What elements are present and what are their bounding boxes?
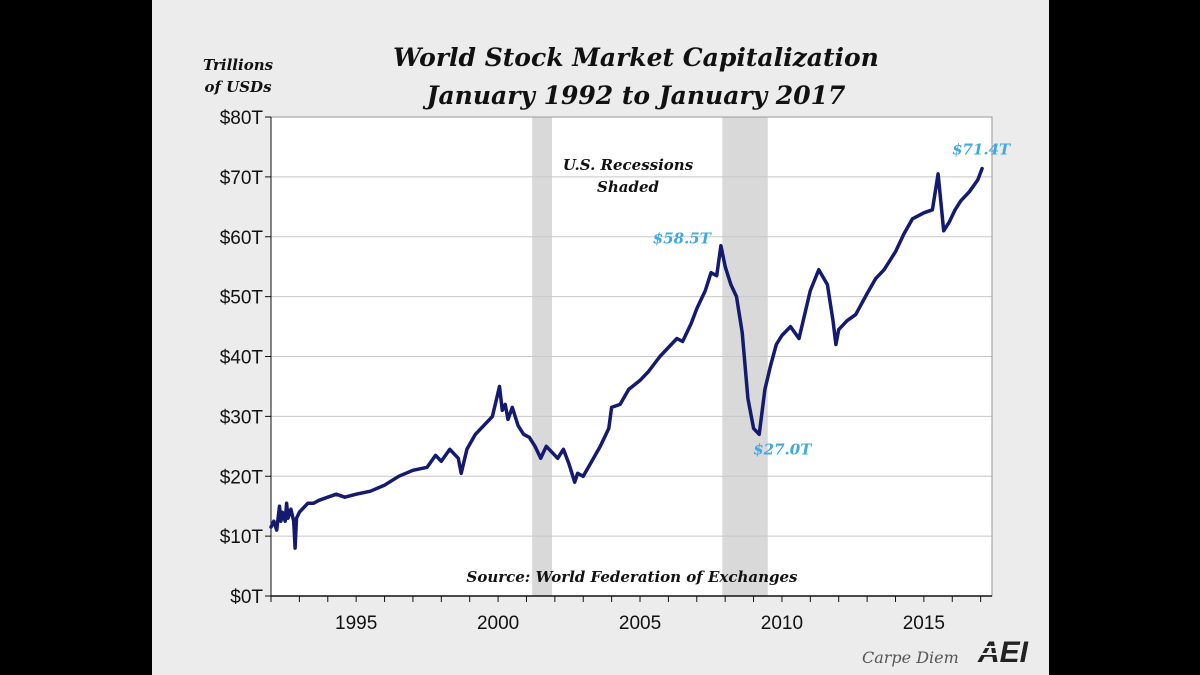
y-tick-label-4: $40T xyxy=(220,348,264,369)
data-label-3: $71.4T xyxy=(952,140,1012,158)
x-tick-label-3: 2010 xyxy=(761,613,803,634)
line-chart: $0T $10T $20T $30T $40T $50T $60T $70T $80T 1995 2… xyxy=(203,43,1029,669)
x-tick-label-0: 1995 xyxy=(335,613,377,634)
series xyxy=(269,166,984,550)
series-line-0 xyxy=(269,166,984,550)
x-tick-label-2: 2005 xyxy=(619,613,661,634)
source-note: Source: World Federation of Exchanges xyxy=(466,568,798,586)
y-tick-label-3: $30T xyxy=(220,407,264,428)
y-tick-label-5: $50T xyxy=(220,288,264,309)
y-tick-label-0: $0T xyxy=(230,587,263,608)
y-axis-label-line-2: of USDs xyxy=(204,78,272,96)
x-tick-label-4: 2015 xyxy=(903,613,945,634)
x-tick-label-1: 2000 xyxy=(477,613,519,634)
y-axis-label-line-1: Trillions xyxy=(203,56,274,74)
chart-title: World Stock Market Capitalization xyxy=(393,43,879,72)
y-tick-label-1: $10T xyxy=(220,527,264,548)
axes: $0T $10T $20T $30T $40T $50T $60T $70T $80T 1995 2… xyxy=(220,108,992,634)
aei-logo-text: AEI xyxy=(977,636,1029,669)
annotations: $58.5T $27.0T $71.4T xyxy=(653,140,1012,458)
recession-note-line-2: Shaded xyxy=(597,178,659,196)
recession-note-line-1: U.S. Recessions xyxy=(563,156,694,174)
y-tick-label-6: $60T xyxy=(220,228,264,249)
gridlines xyxy=(271,116,992,537)
data-label-1: $58.5T xyxy=(653,230,713,248)
blog-credit: Carpe Diem xyxy=(862,648,959,667)
chart-subtitle: January 1992 to January 2017 xyxy=(423,81,846,110)
y-tick-label-2: $20T xyxy=(220,467,264,488)
aei-logo: AEI xyxy=(977,636,1029,669)
y-tick-label-7: $70T xyxy=(220,168,264,189)
y-tick-label-8: $80T xyxy=(220,108,264,129)
data-label-2: $27.0T xyxy=(753,440,813,458)
chart-panel: $0T $10T $20T $30T $40T $50T $60T $70T $80T 1995 2… xyxy=(152,0,1049,675)
